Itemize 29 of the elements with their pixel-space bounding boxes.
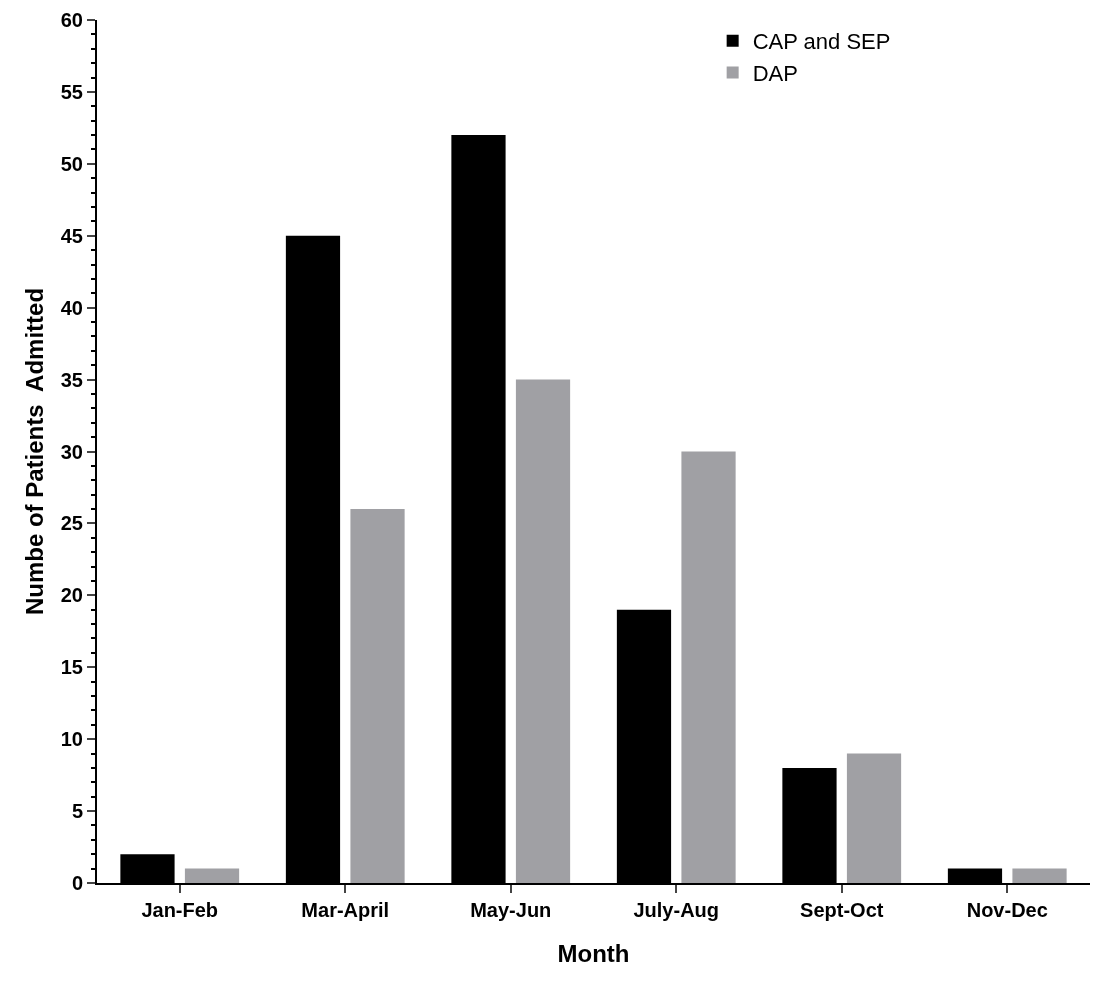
y-tick-label: 0 bbox=[71, 872, 83, 894]
y-axis-title: Numbe of Patients Admitted bbox=[21, 287, 49, 616]
y-tick-label: 10 bbox=[60, 728, 83, 751]
x-tick-label: Sept-Oct bbox=[800, 899, 884, 921]
x-axis-title: Month bbox=[557, 939, 630, 967]
y-tick-label: 40 bbox=[60, 296, 83, 319]
y-tick-label: 50 bbox=[60, 152, 83, 175]
y-tick-label: 15 bbox=[60, 656, 83, 679]
legend-label: DAP bbox=[752, 60, 798, 86]
bar bbox=[681, 451, 736, 883]
bar bbox=[184, 868, 240, 883]
x-tick-label: July-Aug bbox=[633, 899, 720, 921]
y-tick-label: 60 bbox=[60, 9, 83, 31]
bar bbox=[846, 753, 902, 883]
bar bbox=[350, 509, 405, 883]
y-tick-label: 55 bbox=[60, 80, 83, 103]
x-tick-label: Mar-April bbox=[301, 899, 390, 921]
bar bbox=[1012, 868, 1067, 883]
y-tick-label: 45 bbox=[60, 224, 83, 247]
y-tick-label: 35 bbox=[60, 368, 83, 391]
y-tick-label: 30 bbox=[60, 440, 83, 463]
bar bbox=[515, 379, 571, 883]
y-tick-label: 25 bbox=[60, 512, 83, 535]
x-tick-label: Jan-Feb bbox=[141, 899, 219, 921]
x-tick-label: Nov-Dec bbox=[966, 899, 1048, 921]
x-tick-label: May-Jun bbox=[470, 899, 552, 921]
y-tick-label: 5 bbox=[71, 800, 83, 823]
legend-label: CAP and SEP bbox=[752, 29, 891, 55]
y-tick-label: 20 bbox=[60, 584, 83, 607]
